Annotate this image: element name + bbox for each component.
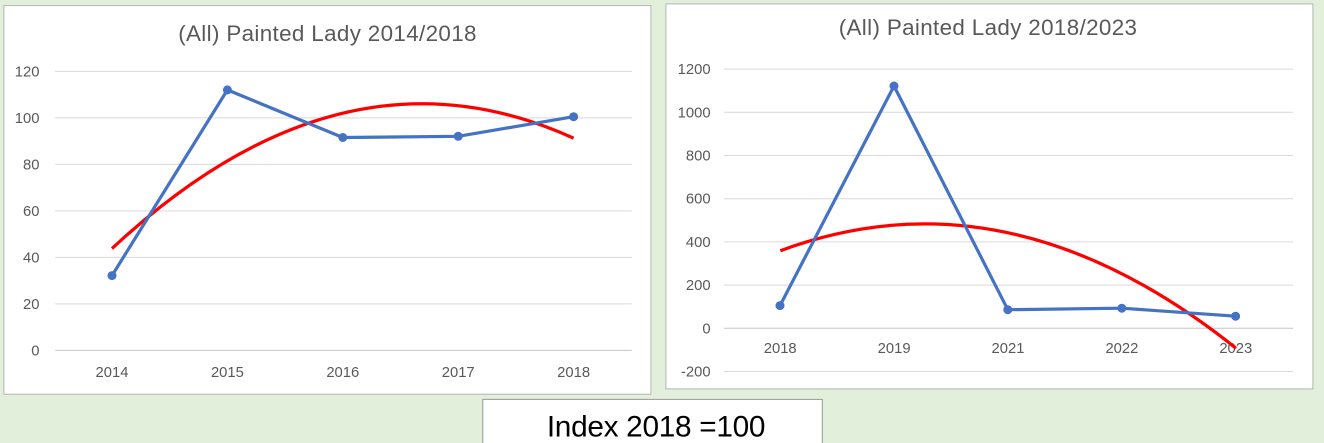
svg-text:60: 60 [23,204,39,220]
svg-text:2016: 2016 [326,365,359,381]
svg-text:0: 0 [702,321,710,337]
svg-text:2015: 2015 [211,365,244,381]
svg-text:1000: 1000 [678,105,711,121]
svg-text:(All) Painted Lady 2014/2018: (All) Painted Lady 2014/2018 [178,21,477,46]
svg-text:120: 120 [15,64,40,80]
svg-text:-200: -200 [681,365,711,381]
svg-text:600: 600 [686,192,711,208]
svg-text:0: 0 [31,343,39,359]
svg-text:80: 80 [23,157,39,173]
svg-text:2022: 2022 [1105,341,1138,357]
svg-text:2019: 2019 [878,341,911,357]
svg-text:800: 800 [686,149,711,165]
svg-text:20: 20 [23,297,39,313]
svg-text:2023: 2023 [1219,341,1252,357]
svg-text:Index 2018 =100: Index 2018 =100 [547,411,765,443]
svg-text:100: 100 [15,111,40,127]
svg-text:1200: 1200 [678,62,711,78]
svg-text:2021: 2021 [992,341,1025,357]
svg-text:40: 40 [23,250,39,266]
svg-text:2017: 2017 [442,365,475,381]
svg-text:2014: 2014 [96,365,129,381]
svg-text:200: 200 [686,278,711,294]
svg-text:400: 400 [686,235,711,251]
svg-text:2018: 2018 [557,365,590,381]
svg-text:(All) Painted Lady 2018/2023: (All) Painted Lady 2018/2023 [839,15,1138,40]
svg-text:2018: 2018 [764,341,797,357]
